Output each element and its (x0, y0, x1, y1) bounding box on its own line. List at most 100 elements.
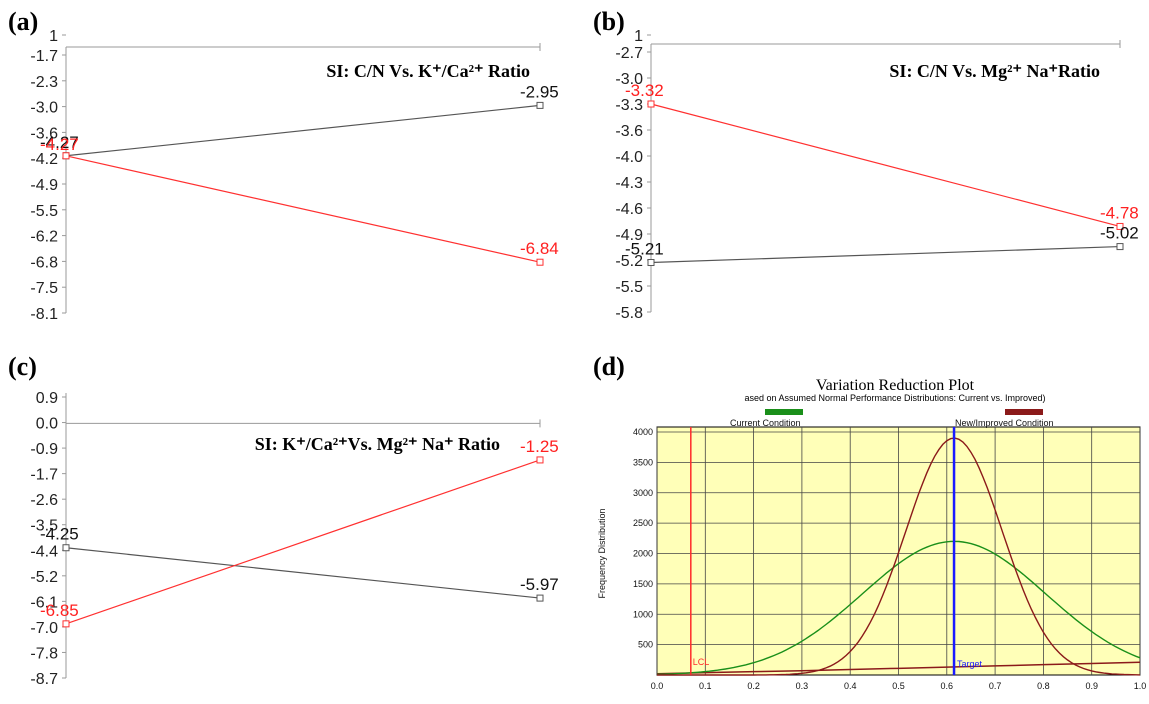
panel-d: (d) Variation Reduction Plot ased on Ass… (585, 345, 1149, 699)
chart-c: (c) SI: K⁺/Ca²⁺Vs. Mg²⁺ Na⁺ Ratio 0.9 0.0… (8, 352, 559, 688)
series-line (65, 104, 541, 157)
y-tick-label: -3.0 (30, 100, 58, 117)
data-label: -4.78 (1100, 203, 1139, 222)
y-tick-label: 3000 (633, 488, 653, 498)
y-tick-label: 1 (634, 28, 643, 45)
y-tick-label: -5.8 (615, 305, 643, 322)
data-label: -5.02 (1100, 224, 1139, 243)
y-tick-label: -4.9 (615, 227, 643, 244)
y-tick-label: 0.0 (36, 416, 58, 433)
series-point (647, 259, 655, 267)
y-tick-label: -3.6 (30, 125, 58, 142)
data-label: -6.84 (520, 239, 559, 258)
x-tick-label: 0.1 (699, 681, 712, 691)
y-tick-label: -5.5 (30, 203, 58, 220)
series-line (65, 459, 541, 625)
y-tick-label: -4.0 (615, 149, 643, 166)
chart-d: (d) Variation Reduction Plot ased on Ass… (593, 352, 1147, 691)
x-tick-label: 0.7 (989, 681, 1002, 691)
y-tick-label: 3500 (633, 457, 653, 467)
y-tick-label: -3.6 (615, 123, 643, 140)
x-tick-label: 0.8 (1037, 681, 1050, 691)
series-point (62, 620, 70, 628)
x-tick-label: 0.4 (844, 681, 857, 691)
series-line (65, 547, 541, 599)
series-point (536, 456, 544, 464)
series-point (1116, 243, 1124, 251)
y-tick-label: -2.6 (30, 492, 58, 509)
data-label: -3.32 (625, 81, 664, 100)
series-line (650, 245, 1121, 264)
y-tick-label: -6.1 (30, 594, 58, 611)
data-label: -2.95 (520, 82, 559, 101)
chart-b: (b) SI: C/N Vs. Mg²⁺ Na⁺Ratio 1-2.7-3.0-… (593, 7, 1139, 322)
series-point (536, 594, 544, 602)
series-point (536, 258, 544, 266)
data-label: -5.97 (520, 575, 559, 594)
y-tick-label: -6.2 (30, 229, 58, 246)
y-tick-label: -1.7 (30, 467, 58, 484)
y-tick-label: -2.7 (615, 45, 643, 62)
panel-label-c: (c) (8, 352, 37, 381)
x-tick-label: 0.3 (796, 681, 809, 691)
y-tick-label: -3.5 (30, 518, 58, 535)
x-tick-label: 0.9 (1085, 681, 1098, 691)
panel-label-b: (b) (593, 7, 625, 36)
chart-title-b: SI: C/N Vs. Mg²⁺ Na⁺Ratio (889, 61, 1100, 81)
series-point (647, 100, 655, 108)
y-tick-label: 4000 (633, 427, 653, 437)
y-tick-label: -4.3 (615, 175, 643, 192)
series-point (1116, 222, 1124, 230)
y-tick-label: -5.5 (615, 279, 643, 296)
panel-b: (b) SI: C/N Vs. Mg²⁺ Na⁺Ratio 1 -2.7 -3.0-… (585, 0, 1149, 330)
y-tick-label: -5.2 (30, 569, 58, 586)
series-line (65, 155, 541, 263)
chart-title-c: SI: K⁺/Ca²⁺Vs. Mg²⁺ Na⁺ Ratio (255, 434, 500, 454)
panel-label-d: (d) (593, 352, 625, 381)
y-tick-label: -8.7 (30, 671, 58, 688)
chart-a: (a) SI: C/N Vs. K⁺/Ca²⁺ Ratio 1 -1.7 -2.3 -… (8, 7, 559, 323)
data-label: -1.25 (520, 437, 559, 456)
data-label: -4.27 (40, 133, 79, 152)
data-label: -4.25 (40, 525, 79, 544)
baseline-curve (656, 661, 1141, 675)
target-label: Target (957, 659, 983, 669)
series-line (650, 103, 1121, 228)
y-tick-label: -4.6 (615, 201, 643, 218)
data-label: -4.27 (40, 135, 79, 154)
y-tick-label: -6.8 (30, 254, 58, 271)
y-tick-label: 2000 (633, 549, 653, 559)
y-tick-label: 500 (638, 640, 653, 650)
legend-label: Current Condition (730, 418, 801, 428)
series-point (62, 544, 70, 552)
chart-subtitle-d: ased on Assumed Normal Performance Distr… (744, 393, 1045, 403)
y-tick-label: -5.2 (615, 253, 643, 270)
y-tick-label: -7.8 (30, 645, 58, 662)
y-tick-label: -1.7 (30, 48, 58, 65)
y-tick-label: 0.9 (36, 390, 58, 407)
y-axis-label: Frequency Distribution (597, 508, 607, 598)
y-tick-label: -8.1 (30, 306, 58, 323)
y-tick-label: 1 (49, 28, 58, 45)
chart-title-d: Variation Reduction Plot (816, 377, 975, 394)
y-tick-label: 1000 (633, 609, 653, 619)
y-tick-label: -2.3 (30, 74, 58, 91)
y-tick-label: 1500 (633, 579, 653, 589)
y-tick-label: 2500 (633, 518, 653, 528)
y-tick-label: -7.0 (30, 620, 58, 637)
series-point (62, 152, 70, 160)
data-label: -5.21 (625, 240, 664, 259)
x-tick-label: 1.0 (1134, 681, 1147, 691)
y-tick-label: -4.4 (30, 543, 58, 560)
y-tick-label: -0.9 (30, 441, 58, 458)
panel-a: (a) SI: C/N Vs. K⁺/Ca²⁺ Ratio 1 -1.7 -2.3 -… (0, 0, 570, 330)
y-tick-label: -7.5 (30, 280, 58, 297)
y-tick-label: -4.9 (30, 177, 58, 194)
y-tick-label: -3.3 (615, 97, 643, 114)
x-tick-label: 0.5 (892, 681, 905, 691)
lcl-label: LCL (693, 657, 710, 667)
chart-title-a: SI: C/N Vs. K⁺/Ca²⁺ Ratio (326, 61, 530, 81)
y-tick-label: -3.0 (615, 71, 643, 88)
x-tick-label: 0.6 (941, 681, 954, 691)
panel-label-a: (a) (8, 7, 38, 36)
